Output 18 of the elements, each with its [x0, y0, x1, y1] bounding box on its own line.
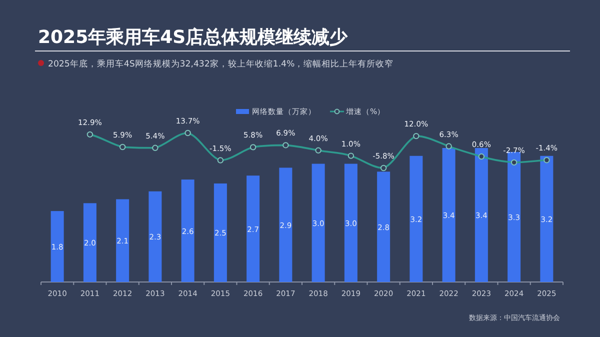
bar	[181, 180, 194, 282]
bar	[474, 148, 488, 282]
bar	[540, 156, 554, 282]
chart-subtitle: 2025年底，乘用车4S网络规模为32,432家，较上年收缩1.4%，缩幅相比上年有所收窄	[48, 58, 394, 70]
bar	[508, 152, 521, 282]
bar	[279, 168, 292, 282]
bar	[312, 164, 325, 282]
bar	[148, 191, 162, 282]
bar	[344, 164, 358, 282]
bar	[50, 211, 64, 282]
bar	[246, 176, 260, 282]
bar	[410, 156, 423, 282]
chart-title: 2025年乘用车4S店总体规模继续减少	[38, 27, 349, 48]
bar	[442, 148, 456, 282]
bar	[377, 172, 390, 282]
bar	[214, 183, 227, 282]
bar	[116, 199, 130, 282]
bar	[83, 203, 96, 282]
